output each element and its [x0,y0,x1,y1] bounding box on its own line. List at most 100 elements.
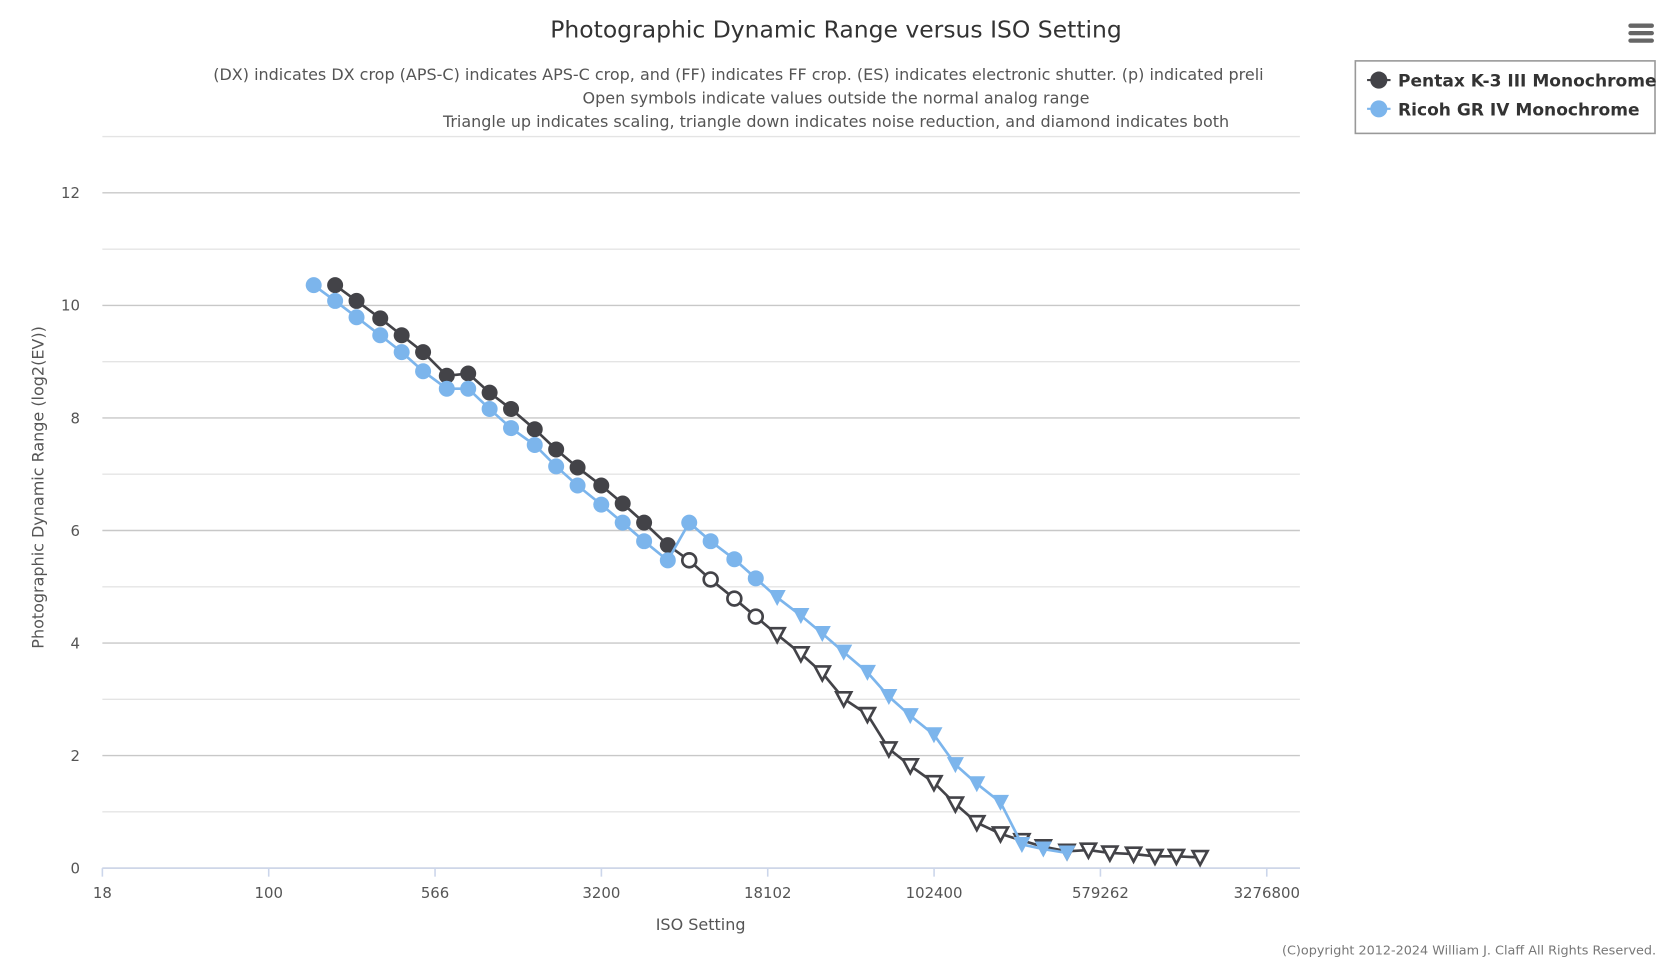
hamburger-menu-icon[interactable] [1627,21,1655,47]
y-tick-label: 4 [70,634,79,652]
data-point [393,327,410,344]
data-point [503,420,520,437]
x-tick-label: 3276800 [1234,884,1300,902]
legend-label-pentax: Pentax K-3 III Monochrome [1398,71,1657,91]
data-point [990,826,1011,845]
data-point [1145,848,1165,867]
data-point [569,477,586,494]
data-point [880,689,898,706]
x-tick-label: 18102 [744,884,791,902]
data-point [415,363,432,380]
x-axis-label: ISO Setting [656,915,746,934]
data-point [372,310,389,327]
data-point [415,344,432,361]
x-axis: 18 100 566 3200 18102 102400 579262 3276800 [93,867,1300,902]
gridlines [102,135,1300,869]
data-point [924,774,944,793]
data-point [526,421,543,438]
data-point [1190,849,1210,868]
data-point [327,277,344,294]
data-point [659,552,676,569]
y-tick-label: 12 [61,184,80,202]
data-point [900,757,920,776]
subtitle-2: Open symbols indicate values outside the… [583,89,1090,108]
series-layer [305,277,1210,868]
data-point [636,514,653,531]
data-point [813,626,831,643]
data-point [834,691,854,710]
data-point [945,796,966,815]
data-point [460,380,477,397]
data-point [967,814,987,833]
x-tick-label: 3200 [582,884,620,902]
y-tick-label: 2 [70,747,79,765]
data-point [305,277,322,294]
data-point [857,706,878,725]
chart-title: Photographic Dynamic Range versus ISO Se… [550,15,1122,43]
x-tick-label: 100 [254,884,282,902]
data-point [812,665,832,684]
data-point [348,292,365,309]
x-tick-label: 566 [421,884,449,902]
data-point [946,757,964,774]
x-tick-label: 18 [93,884,112,902]
data-point [548,441,565,458]
series-ricoh [305,277,1076,862]
data-point [702,571,719,588]
data-point [968,776,986,793]
data-point [768,589,786,606]
y-tick-label: 10 [61,297,80,315]
data-point [393,344,410,361]
data-point [726,590,743,607]
legend-item-pentax[interactable]: Pentax K-3 III Monochrome [1367,71,1657,91]
x-tick-label: 579262 [1072,884,1129,902]
y-axis: 0 2 4 6 8 10 12 [61,184,80,877]
data-point [767,626,787,645]
legend[interactable]: Pentax K-3 III Monochrome Ricoh GR IV Mo… [1354,60,1657,135]
data-point [681,514,698,531]
data-point [791,645,811,665]
data-point [680,552,698,569]
copyright: (C)opyright 2012-2024 William J. Claff A… [1282,944,1656,959]
data-point [702,533,719,550]
subtitle-3: Triangle up indicates scaling, triangle … [442,112,1229,131]
x-tick-label: 102400 [906,884,963,902]
legend-marker-ricoh [1370,100,1388,118]
data-point [372,327,389,344]
y-tick-label: 6 [70,522,79,540]
y-tick-label: 8 [70,409,79,427]
data-point [460,365,477,382]
data-point [1100,845,1120,864]
data-point [792,608,810,624]
data-point [593,496,610,513]
data-point [593,477,610,494]
data-point [1058,845,1076,862]
data-point [747,608,765,625]
data-point [636,533,653,550]
data-point [438,380,455,397]
data-point [879,741,899,760]
legend-item-ricoh[interactable]: Ricoh GR IV Monochrome [1367,100,1640,120]
data-point [481,384,498,401]
data-point [569,459,586,476]
y-tick-label: 0 [70,859,79,877]
data-point [991,794,1010,811]
data-point [659,537,676,554]
legend-marker-pentax [1370,71,1388,89]
data-point [327,292,344,309]
data-point [901,708,919,725]
data-point [481,400,498,417]
data-point [1166,848,1187,867]
data-point [526,436,543,453]
data-point [348,309,365,326]
data-point [1078,842,1099,861]
data-point [614,514,631,531]
data-point [614,495,631,512]
series-pentax [327,277,1210,868]
legend-label-ricoh: Ricoh GR IV Monochrome [1398,100,1640,120]
data-point [858,664,876,681]
data-point [835,644,853,661]
data-point [503,400,520,417]
data-point [1013,837,1031,854]
